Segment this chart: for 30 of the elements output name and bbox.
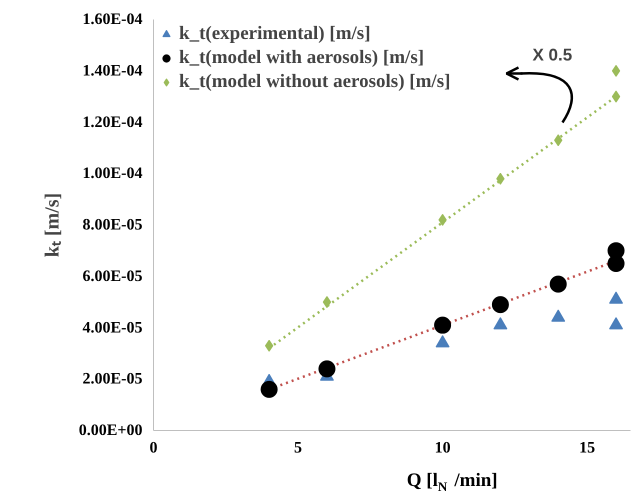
- legend-label: k_t(model without aerosols) [m/s]: [179, 71, 450, 93]
- legend-label: k_t(model with aerosols) [m/s]: [179, 47, 424, 69]
- x-tick-label: 5: [294, 440, 302, 456]
- x-tick-label: 0: [150, 440, 158, 456]
- point: [496, 172, 505, 185]
- y-tick-label: 4.00E-05: [82, 319, 142, 336]
- x-tick-label: 10: [434, 440, 451, 456]
- y-tick-label: 1.40E-04: [82, 62, 142, 80]
- point: [612, 90, 620, 103]
- y-tick-label: 2.00E-05: [82, 370, 142, 388]
- point: [492, 296, 509, 314]
- point: [550, 276, 567, 293]
- y-tick-label: 1.20E-04: [82, 114, 142, 131]
- point: [260, 380, 278, 398]
- point: [438, 214, 447, 226]
- y-tick-label: 1.00E-04: [82, 165, 142, 182]
- y-tick-label: 6.00E-05: [82, 268, 142, 285]
- point: [434, 316, 452, 334]
- y-tick-label: 0.00E+00: [78, 422, 143, 439]
- y-tick-label: 8.00E-05: [82, 216, 142, 234]
- y-axis-title: kₜ [m/s]: [42, 192, 64, 258]
- y-tick-label: 1.60E-04: [82, 11, 142, 28]
- point: [322, 296, 332, 308]
- x-tick-label: 15: [579, 440, 596, 456]
- point: [608, 242, 625, 260]
- annotation: X 0.5: [532, 46, 572, 64]
- point: [318, 360, 336, 378]
- legend-label: k_t(experimental) [m/s]: [179, 23, 371, 45]
- point: [264, 340, 274, 352]
- point: [612, 64, 620, 77]
